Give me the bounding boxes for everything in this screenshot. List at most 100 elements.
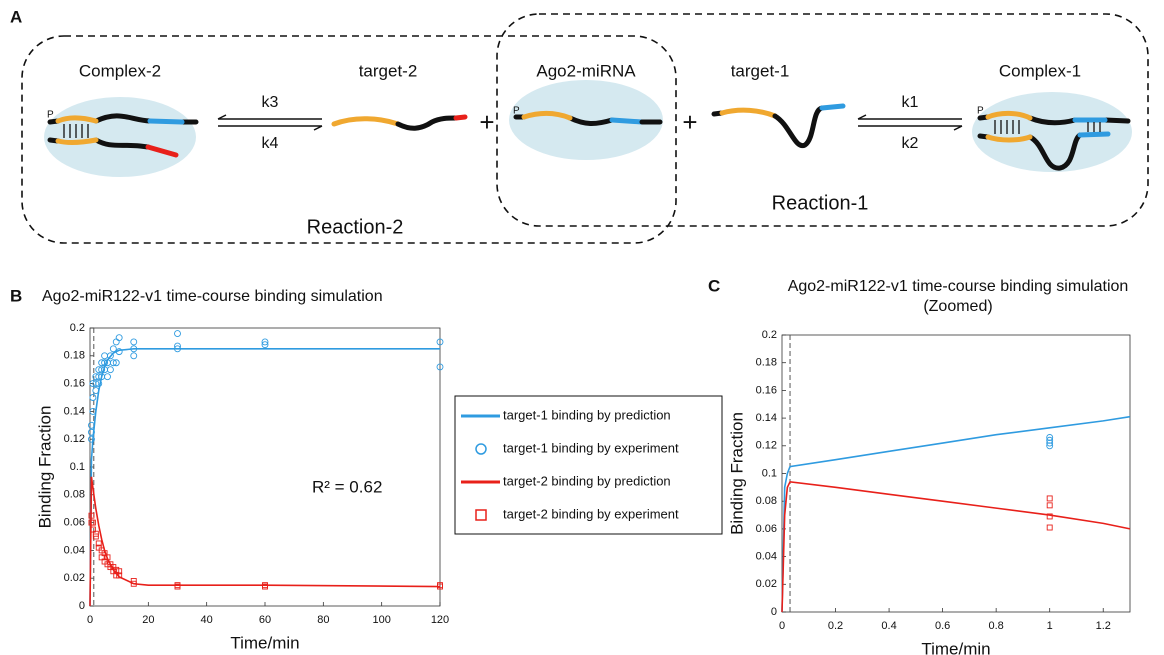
data-point [98, 366, 106, 374]
data-point [1046, 524, 1053, 531]
y-tick-label: 0.16 [756, 384, 777, 396]
y-tick-label: 0.12 [756, 440, 777, 452]
arrow [858, 125, 963, 131]
x-tick-label: 0.8 [989, 620, 1004, 632]
data-point [101, 359, 109, 367]
y-tick-label: 0.02 [756, 578, 777, 590]
data-point [437, 583, 443, 590]
seed-segment [719, 107, 778, 119]
reaction-label: Reaction-2 [307, 216, 404, 238]
seed-segment [985, 134, 1033, 143]
chart-title: Ago2-miR122-v1 time-course binding simul… [788, 278, 1129, 295]
base-pairs [994, 120, 1101, 134]
y-tick-label: 0 [771, 606, 777, 618]
data-point [130, 345, 138, 353]
x-tick-label: 40 [201, 614, 213, 626]
plus: + [479, 107, 494, 137]
legend-label: target-1 binding by experiment [503, 440, 679, 455]
y-tick-label: 0.1 [70, 461, 85, 473]
plot-frame [781, 334, 1131, 613]
data-point [95, 380, 103, 388]
data-point [261, 341, 269, 349]
chart-title: Ago2-miR122-v1 time-course binding simul… [42, 288, 383, 305]
y-axis-label: Binding Fraction [727, 412, 746, 535]
seed-segment [521, 110, 573, 121]
data-point [1046, 442, 1054, 450]
x-tick-label: 1.2 [1096, 620, 1111, 632]
species-label: Complex-1 [999, 61, 1081, 80]
rate-label: k2 [902, 135, 919, 152]
x-tick-label: 0 [779, 620, 785, 632]
x-tick-label: 0.6 [935, 620, 950, 632]
data-point [89, 394, 97, 401]
ago2-shape [509, 80, 663, 160]
seed-segment [55, 115, 99, 124]
phosphate-label: P [47, 110, 54, 121]
x-tick-label: 0.4 [881, 620, 896, 632]
legend-label: target-1 binding by prediction [503, 407, 671, 422]
y-tick-label: 0.12 [64, 433, 85, 445]
reaction-2-box [21, 35, 677, 244]
species-label: Complex-2 [79, 61, 161, 80]
y-tick-label: 0.08 [756, 495, 777, 507]
y-tick-label: 0.08 [64, 489, 85, 501]
data-point [92, 387, 100, 394]
legend-box [454, 395, 723, 535]
strand [395, 115, 459, 131]
x-tick-label: 20 [142, 614, 154, 626]
data-point [174, 342, 181, 350]
data-point [116, 572, 123, 579]
data-point [112, 359, 120, 367]
prediction-line [781, 415, 1131, 613]
data-point [1046, 439, 1054, 447]
arrow [857, 114, 962, 120]
data-point [174, 583, 181, 590]
legend-label: target-2 binding by experiment [503, 506, 679, 521]
x-tick-label: 0 [87, 614, 93, 626]
data-point [436, 363, 444, 371]
x-tick-label: 120 [431, 614, 449, 626]
y-tick-label: 0.18 [756, 357, 777, 369]
arrow [218, 125, 323, 131]
strand [772, 105, 825, 149]
y-tick-label: 0.2 [762, 329, 777, 341]
data-point [130, 580, 137, 587]
data-point [109, 359, 117, 367]
legend-swatch [475, 443, 487, 455]
data-point [130, 352, 138, 360]
y-tick-label: 0.18 [64, 350, 85, 362]
data-point [109, 345, 117, 353]
seed-segment [331, 116, 401, 127]
x-tick-label: 0.2 [828, 620, 843, 632]
phosphate-label: P [513, 106, 520, 117]
tail-segment [147, 118, 185, 125]
data-point [1046, 434, 1054, 441]
rate-label: k3 [262, 94, 279, 111]
y-tick-label: 0.1 [762, 467, 777, 479]
tail-segment [1077, 131, 1111, 138]
data-point [89, 407, 97, 415]
data-point [106, 366, 114, 374]
data-point [261, 338, 269, 346]
panel-letter: B [10, 286, 22, 305]
seed-segment [55, 137, 99, 146]
data-point [88, 428, 95, 436]
x-axis-label: Time/min [921, 639, 990, 655]
y-tick-label: 0.16 [64, 378, 85, 390]
data-point [89, 519, 96, 526]
data-point [1046, 502, 1053, 509]
data-point [88, 512, 95, 519]
legend-swatch [475, 509, 487, 521]
annotation: R² = 0.62 [312, 477, 382, 496]
x-tick-label: 1 [1047, 620, 1053, 632]
rate-label: k4 [262, 135, 279, 152]
panel-letter: A [10, 7, 22, 26]
data-point [1046, 495, 1053, 502]
reaction-label: Reaction-1 [772, 192, 869, 214]
data-point [92, 380, 100, 388]
tail-segment [609, 117, 645, 125]
data-point [115, 348, 123, 356]
end-segment [145, 144, 179, 158]
ago2-shape [44, 97, 196, 177]
data-point [92, 530, 99, 537]
